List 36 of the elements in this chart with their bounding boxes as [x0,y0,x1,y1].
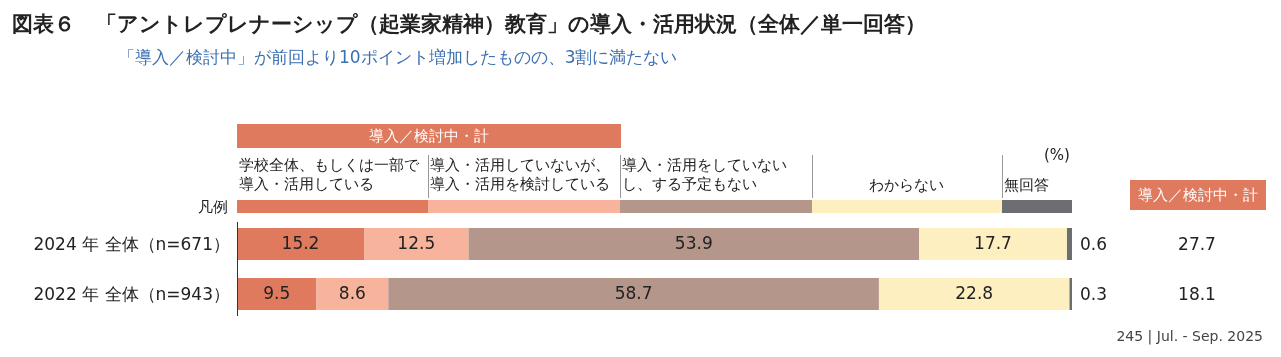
y-tick-label: 2024 年 全体（n=671） [33,233,230,256]
text: わからない [867,176,945,195]
text: 導入・活用していないが、導入・活用を検討している [430,156,611,194]
data-label: 58.7 [614,283,653,303]
y-tick-label: 2022 年 全体（n=943） [33,283,230,306]
text: 学校全体、もしくは一部で導入・活用している [239,156,420,194]
data-label: 0.3 [1080,284,1108,304]
data-label: 17.7 [974,233,1012,253]
bar [364,228,469,260]
data-label: 8.6 [338,283,366,303]
bar [237,228,365,260]
bar [1069,278,1072,310]
note-total: 27.7 [1178,234,1216,254]
chart-title: 図表６ 「アントレプレナーシップ（起業家精神）教育」の導入・活用状況（全体／単一回答） [12,11,926,38]
text: 無回答 [1004,176,1050,195]
data-label: 12.5 [397,233,436,253]
bar [1066,228,1072,260]
bar [468,228,920,260]
bar [388,278,879,310]
text: 245 | Jul. - Sep. 2025 [1116,328,1263,344]
data-label: 15.2 [281,233,320,253]
data-label: 9.5 [263,283,291,303]
data-label: 53.9 [674,233,713,253]
bar [919,228,1067,260]
text: 導入／検討中・計 [1138,186,1258,205]
bar [878,278,1070,310]
note-total: 18.1 [1178,284,1216,304]
chart-subtitle: 「導入／検討中」が前回より10ポイント増加したものの、3割に満たない [118,46,678,69]
legend-title: 凡例 [198,198,228,217]
text: 導入／検討中・計 [369,127,489,146]
bar [237,278,317,310]
data-label: 22.8 [955,283,994,303]
text: 導入・活用をしていないし、する予定もない [622,156,788,194]
bar [316,278,389,310]
data-label: 0.6 [1080,234,1108,254]
text: (%) [1044,146,1070,164]
